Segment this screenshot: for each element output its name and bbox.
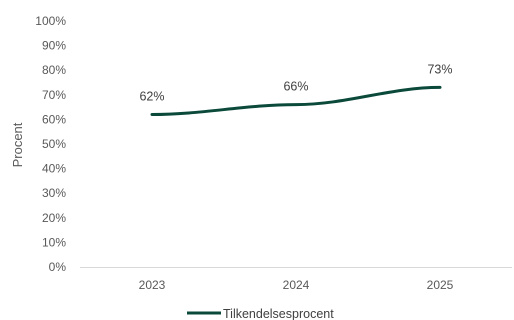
- x-axis-ticks: 2023 2024 2025: [139, 278, 454, 292]
- series-line: [150, 85, 442, 116]
- y-tick-label: 100%: [35, 14, 66, 28]
- y-axis-ticks: 0% 10% 20% 30% 40% 50% 60% 70% 80% 90% 100%: [35, 14, 66, 274]
- y-tick-label: 10%: [42, 235, 66, 249]
- y-axis-title: Procent: [10, 122, 25, 167]
- legend: Tilkendelsesprocent: [187, 307, 334, 320]
- y-tick-label: 30%: [42, 186, 66, 200]
- data-labels: 62% 66% 73%: [139, 62, 452, 103]
- y-tick-label: 90%: [42, 39, 66, 53]
- series-group: [150, 85, 442, 116]
- y-tick-label: 40%: [42, 162, 66, 176]
- x-tick-label: 2024: [283, 278, 310, 292]
- y-tick-label: 20%: [42, 211, 66, 225]
- x-tick-label: 2025: [427, 278, 454, 292]
- y-tick-label: 80%: [42, 63, 66, 77]
- data-label: 62%: [139, 89, 164, 103]
- x-tick-label: 2023: [139, 278, 166, 292]
- data-label: 66%: [283, 80, 308, 94]
- y-tick-label: 0%: [49, 260, 67, 274]
- y-tick-label: 60%: [42, 112, 66, 126]
- y-tick-label: 70%: [42, 88, 66, 102]
- y-tick-label: 50%: [42, 137, 66, 151]
- legend-label: Tilkendelsesprocent: [223, 307, 334, 320]
- data-label: 73%: [427, 62, 452, 76]
